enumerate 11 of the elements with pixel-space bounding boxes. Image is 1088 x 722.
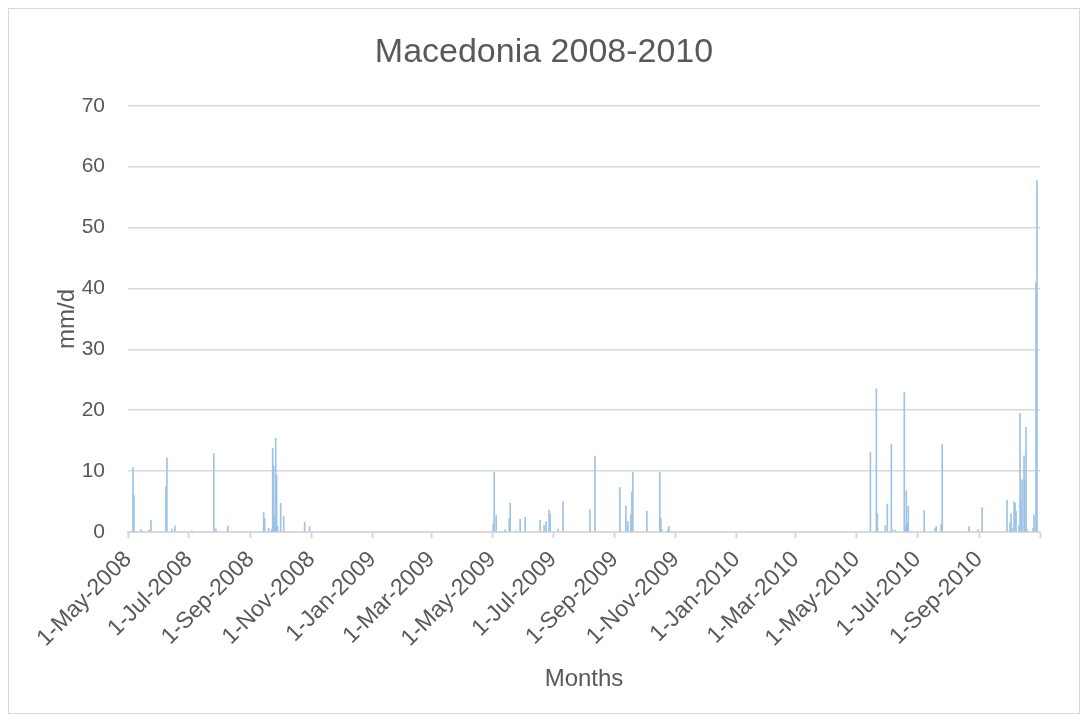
y-tick-label: 50 [81, 214, 105, 238]
y-tick-label: 0 [93, 518, 105, 542]
y-tick-label: 20 [81, 397, 105, 421]
y-axis-title: mm/d [52, 288, 80, 349]
y-tick-label: 30 [81, 336, 105, 360]
x-axis-title: Months [544, 664, 624, 692]
y-tick-label: 10 [81, 457, 105, 481]
y-tick-label: 70 [81, 92, 105, 116]
chart-title: Macedonia 2008-2010 [374, 30, 714, 69]
y-tick-label: 40 [81, 275, 105, 299]
y-tick-label: 60 [81, 153, 105, 177]
